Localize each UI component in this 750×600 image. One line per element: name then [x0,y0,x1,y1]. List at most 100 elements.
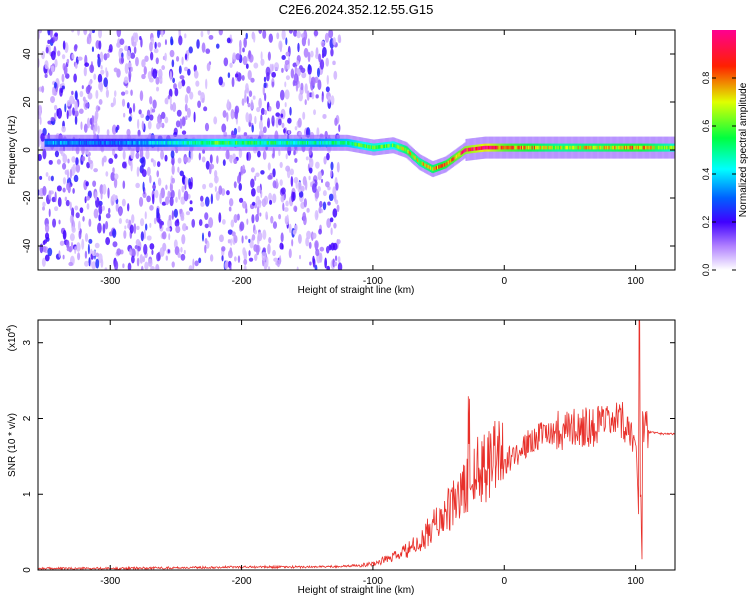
noise-blob [114,260,119,270]
x-tick-label: -100 [363,576,383,587]
ridge-core [575,145,577,150]
ridge-core [249,141,251,145]
noise-blob [203,106,208,112]
noise-blob [187,68,191,76]
noise-blob [88,218,92,228]
noise-blob [190,150,194,161]
ridge-core [419,160,421,165]
noise-blob [157,30,160,39]
noise-blob [324,32,330,43]
ridge-core [497,145,499,150]
noise-blob [77,252,81,261]
noise-blob [85,102,90,108]
ridge-core [317,141,320,145]
ridge-core [210,141,212,145]
y-tick-label: 40 [22,48,33,60]
noise-blob [319,252,323,263]
noise-blob [172,102,177,113]
ridge-core [506,145,509,150]
ridge-core [116,141,119,145]
ridge-core [535,145,537,150]
noise-blob [141,120,145,131]
noise-blob [111,124,117,135]
noise-blob [171,177,176,184]
noise-blob [284,59,290,65]
ridge-core [546,145,549,150]
ridge-core [145,141,147,145]
noise-blob [248,50,251,60]
ridge-core [342,141,345,145]
noise-blob [256,106,261,113]
ridge-core [438,165,440,169]
noise-blob [197,90,202,96]
noise-blob [237,125,241,133]
noise-blob [291,238,294,247]
ridge-core [530,145,532,150]
ridge-core [567,145,569,150]
noise-blob [222,219,226,225]
noise-blob [140,113,145,119]
noise-blob [151,108,156,113]
noise-blob [91,115,95,125]
noise-blob [42,201,46,208]
noise-blob [310,80,314,91]
ridge-core [178,141,180,145]
noise-blob [290,176,294,187]
noise-blob [41,50,45,60]
noise-blob [74,115,78,126]
ridge-core [256,141,258,145]
noise-blob [305,156,309,161]
ridge-core [166,141,168,145]
ridge-core [205,141,207,145]
noise-blob [298,233,302,244]
ridge-core [584,145,587,150]
noise-blob [307,51,311,63]
ridge-core [282,141,284,145]
ridge-core [344,141,347,145]
noise-blob [73,73,77,83]
noise-blob [200,30,204,38]
noise-blob [294,126,298,131]
noise-blob [337,262,343,270]
noise-blob [193,70,199,79]
colorbar-tick-label: 0.8 [701,72,711,85]
noise-blob [62,153,68,164]
ridge-core [603,145,606,150]
ridge-core [350,141,353,146]
ridge-core [467,147,470,152]
ridge-core [110,141,113,145]
noise-blob [101,205,105,211]
ridge-core [367,144,369,149]
noise-blob [69,168,73,179]
noise-blob [94,191,98,201]
ridge-core [213,141,216,145]
ridge-core [471,147,473,152]
noise-blob [297,117,302,128]
ridge-core [111,141,114,145]
ridge-core [159,141,161,145]
ridge-core [452,157,454,161]
noise-blob [336,204,340,213]
ridge-core [44,141,47,145]
noise-blob [84,233,89,242]
noise-blob [177,157,182,164]
noise-blob [267,51,271,61]
ridge-core [637,145,640,150]
ridge-core [348,141,350,145]
noise-blob [321,53,325,59]
noise-blob [334,255,338,262]
ridge-core [446,161,449,166]
noise-blob [128,70,132,80]
noise-blob [246,96,249,105]
ridge-core [252,141,255,145]
ridge-core [208,141,211,145]
ridge-core [59,141,62,145]
noise-blob [268,33,273,43]
noise-blob [218,76,223,86]
ridge-core [409,151,412,156]
ridge-core [106,141,108,145]
noise-blob [151,249,154,255]
ridge-core [325,141,328,145]
noise-blob [258,30,263,34]
